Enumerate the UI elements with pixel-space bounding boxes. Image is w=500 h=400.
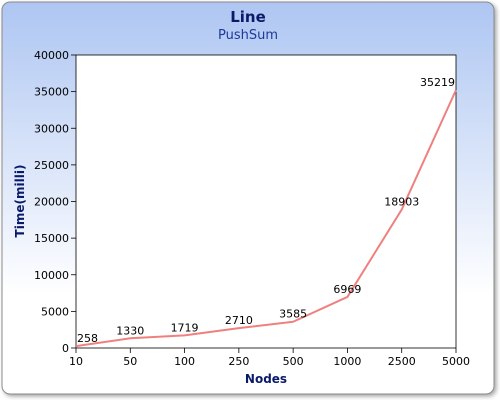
x-tick-label: 5000 [442,355,470,368]
data-label: 6969 [333,283,361,296]
chart-subtitle: PushSum [218,28,278,43]
data-label: 258 [77,332,98,345]
data-label: 2710 [225,314,253,327]
data-label: 1719 [171,321,199,334]
x-tick-label: 100 [174,355,195,368]
series-line [75,89,457,348]
y-axis-title: Time(milli) [13,165,27,238]
y-tick-label: 15000 [34,232,69,245]
x-tick-label: 250 [228,355,249,368]
x-axis-title: Nodes [245,372,287,386]
y-axis: 0 5000 10000 15000 20000 25000 30000 35000 40000 [34,49,76,355]
y-tick-label: 30000 [34,122,69,135]
data-labels: 258 1330 1719 2710 3585 6969 18903 35219 [77,76,455,345]
y-tick-label: 10000 [34,269,69,282]
x-tick-label: 50 [123,355,137,368]
chart-title: Line [230,8,266,26]
y-tick-label: 5000 [41,305,69,318]
x-tick-label: 2500 [388,355,416,368]
y-tick-label: 40000 [34,49,69,62]
data-label: 18903 [384,196,419,209]
x-axis: 10 50 100 250 500 1000 2500 5000 [69,348,470,368]
data-label: 3585 [279,308,307,321]
x-tick-label: 1000 [333,355,361,368]
plot-area [75,54,457,349]
x-tick-label: 10 [69,355,83,368]
x-tick-label: 500 [283,355,304,368]
data-label: 1330 [116,324,144,337]
y-tick-label: 0 [62,342,69,355]
y-tick-label: 25000 [34,159,69,172]
data-label: 35219 [420,76,455,89]
y-tick-label: 35000 [34,86,69,99]
y-tick-label: 20000 [34,196,69,209]
